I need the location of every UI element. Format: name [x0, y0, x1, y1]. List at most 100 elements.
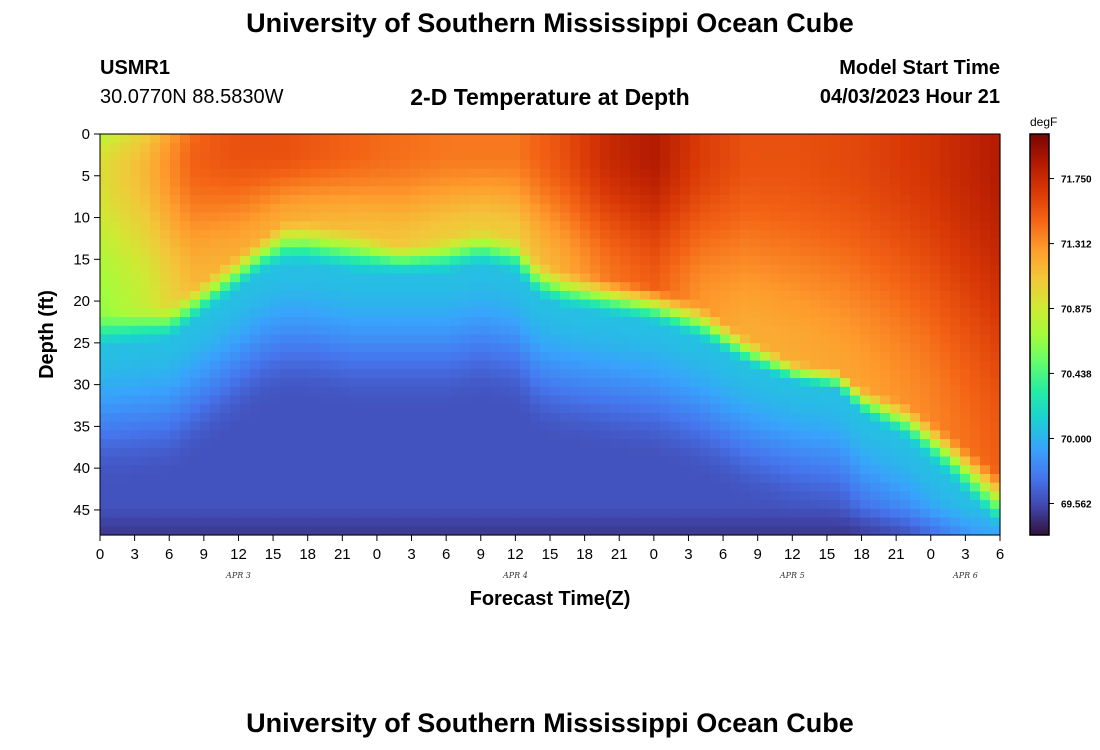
heatmap-cell — [890, 421, 901, 431]
heatmap-cell — [400, 404, 411, 414]
heatmap-cell — [670, 221, 681, 231]
heatmap-cell — [900, 491, 911, 501]
heatmap-cell — [730, 439, 741, 449]
heatmap-cell — [370, 500, 381, 510]
heatmap-cell — [750, 508, 761, 519]
heatmap-cell — [870, 160, 881, 170]
heatmap-cell — [570, 168, 581, 179]
heatmap-cell — [950, 378, 961, 388]
heatmap-cell — [170, 395, 181, 405]
heatmap-cell — [510, 508, 521, 519]
heatmap-cell — [550, 273, 561, 283]
heatmap-cell — [840, 160, 851, 170]
heatmap-cell — [780, 282, 791, 292]
heatmap-cell — [830, 134, 841, 144]
heatmap-cell — [800, 134, 811, 144]
heatmap-cell — [300, 421, 311, 431]
heatmap-cell — [340, 508, 351, 519]
heatmap-cell — [610, 160, 621, 170]
heatmap-cell — [540, 160, 551, 170]
heatmap-cell — [160, 282, 171, 292]
heatmap-cell — [560, 299, 571, 309]
heatmap-cell — [640, 482, 651, 493]
heatmap-cell — [590, 395, 601, 405]
heatmap-cell — [450, 238, 461, 248]
heatmap-cell — [450, 386, 461, 397]
heatmap-cell — [670, 430, 681, 440]
heatmap-cell — [600, 491, 611, 501]
heatmap-cell — [990, 334, 1001, 344]
heatmap-cell — [150, 212, 161, 222]
heatmap-cell — [150, 456, 161, 466]
heatmap-cell — [560, 273, 571, 283]
heatmap-cell — [950, 395, 961, 405]
heatmap-cell — [730, 456, 741, 466]
heatmap-cell — [410, 395, 421, 405]
heatmap-cell — [260, 500, 271, 510]
heatmap-cell — [400, 508, 411, 519]
heatmap-cell — [980, 282, 991, 292]
heatmap-cell — [870, 334, 881, 344]
heatmap-cell — [360, 491, 371, 501]
heatmap-cell — [950, 456, 961, 466]
heatmap-cell — [340, 491, 351, 501]
heatmap-cell — [130, 238, 141, 248]
heatmap-cell — [430, 378, 441, 388]
heatmap-cell — [970, 500, 981, 510]
heatmap-cell — [860, 212, 871, 222]
heatmap-cell — [940, 282, 951, 292]
heatmap-cell — [930, 369, 941, 379]
heatmap-cell — [110, 203, 121, 214]
heatmap-cell — [350, 282, 361, 292]
heatmap-cell — [770, 308, 781, 318]
heatmap-cell — [410, 334, 421, 344]
heatmap-cell — [440, 378, 451, 388]
heatmap-cell — [920, 412, 931, 423]
heatmap-cell — [730, 395, 741, 405]
heatmap-cell — [540, 299, 551, 309]
heatmap-cell — [410, 351, 421, 362]
heatmap-cell — [930, 465, 941, 475]
heatmap-cell — [750, 378, 761, 388]
heatmap-cell — [980, 142, 991, 153]
heatmap-cell — [610, 395, 621, 405]
heatmap-cell — [810, 439, 821, 449]
x-tick-label: 12 — [507, 546, 524, 563]
heatmap-cell — [840, 404, 851, 414]
heatmap-cell — [890, 404, 901, 414]
heatmap-cell — [860, 168, 871, 179]
heatmap-cell — [340, 273, 351, 283]
heatmap-cell — [660, 134, 671, 144]
heatmap-cell — [130, 517, 141, 527]
heatmap-cell — [740, 421, 751, 431]
heatmap-cell — [460, 508, 471, 519]
heatmap-cell — [620, 247, 631, 257]
heatmap-cell — [690, 186, 701, 196]
heatmap-cell — [370, 177, 381, 187]
heatmap-cell — [330, 517, 341, 527]
heatmap-cell — [180, 142, 191, 153]
heatmap-cell — [330, 430, 341, 440]
heatmap-cell — [660, 465, 671, 475]
heatmap-cell — [680, 177, 691, 187]
heatmap-cell — [390, 482, 401, 493]
heatmap-cell — [770, 325, 781, 336]
heatmap-cell — [350, 421, 361, 431]
heatmap-cell — [160, 168, 171, 179]
heatmap-cell — [810, 134, 821, 144]
heatmap-cell — [680, 212, 691, 222]
heatmap-cell — [590, 212, 601, 222]
heatmap-cell — [850, 264, 861, 275]
heatmap-cell — [550, 142, 561, 153]
heatmap-cell — [760, 430, 771, 440]
heatmap-cell — [190, 160, 201, 170]
heatmap-cell — [120, 247, 131, 257]
heatmap-cell — [410, 378, 421, 388]
heatmap-cell — [130, 299, 141, 309]
heatmap-cell — [290, 221, 301, 231]
heatmap-cell — [120, 439, 131, 449]
heatmap-cell — [520, 203, 531, 214]
heatmap-cell — [220, 186, 231, 196]
heatmap-cell — [140, 526, 151, 536]
heatmap-cell — [880, 195, 891, 205]
